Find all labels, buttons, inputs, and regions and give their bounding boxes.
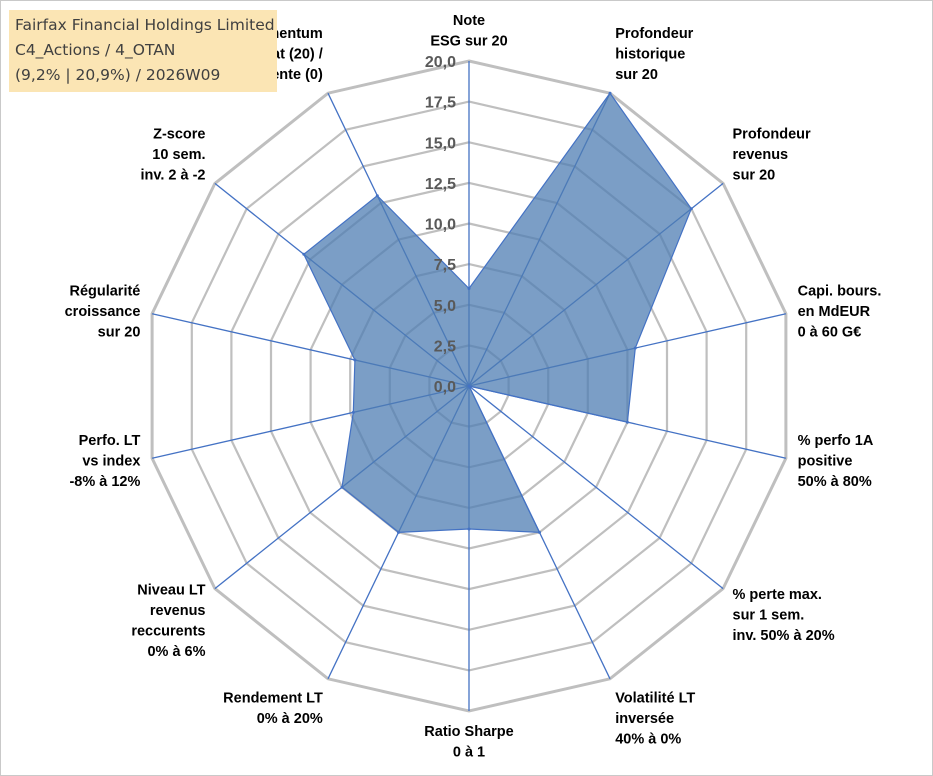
axis-label-1: Note ESG sur 20 — [430, 13, 507, 50]
data-point-4 — [633, 346, 637, 350]
data-point-11 — [351, 410, 355, 414]
data-point-10 — [340, 485, 344, 489]
radar-series — [302, 91, 693, 534]
axis-label-7: Volatilité LT inversée 40% à 0% — [615, 691, 695, 748]
radial-tick-labels: 0,0 2,5 5,0 7,5 10,0 12,5 15,0 17,5 20,0 — [425, 54, 456, 396]
data-point-1 — [467, 287, 471, 290]
axis-spoke-6 — [468, 385, 724, 590]
info-box: Fairfax Financial Holdings Limited C4_Ac… — [9, 10, 277, 92]
series-area — [303, 92, 692, 534]
axis-label-10: Niveau LT revenus reccurents 0% à 6% — [131, 583, 205, 661]
tick-label: 15,0 — [425, 135, 456, 152]
data-point-14 — [375, 194, 379, 198]
data-point-6 — [467, 384, 471, 388]
company-name: Fairfax Financial Holdings Limited — [15, 16, 275, 34]
stats-week: (9,2% | 20,9%) / 2026W09 — [15, 66, 221, 84]
data-point-9 — [397, 530, 400, 534]
tick-label: 12,5 — [425, 176, 456, 193]
axis-label-9: Rendement LT 0% à 20% — [223, 691, 323, 728]
tick-label: 20,0 — [425, 54, 456, 71]
axis-label-12: Régularité croissance sur 20 — [65, 283, 141, 340]
data-point-13 — [302, 252, 306, 256]
axis-label-8: Ratio Sharpe 0 à 1 — [424, 724, 513, 761]
tick-label: 0,0 — [434, 379, 456, 396]
data-point-12 — [353, 358, 357, 362]
axis-label-3: Profondeur revenus sur 20 — [733, 127, 811, 184]
data-point-2 — [608, 91, 612, 95]
axis-label-11: Perfo. LT vs index -8% à 12% — [69, 433, 140, 490]
axis-label-5: % perfo 1A positive 50% à 80% — [798, 433, 874, 490]
axis-labels: Note ESG sur 20 Profondeur historique sur 20… — [65, 13, 882, 761]
tick-label: 2,5 — [434, 338, 456, 355]
axis-label-13: Z-score 10 sem. inv. 2 à -2 — [140, 127, 205, 184]
tick-label: 5,0 — [434, 298, 456, 315]
data-point-3 — [689, 207, 693, 211]
tick-label: 7,5 — [434, 257, 456, 274]
axis-label-4: Capi. bours. en MdEUR 0 à 60 G€ — [798, 283, 882, 340]
category-path: C4_Actions / 4_OTAN — [15, 41, 176, 59]
axis-label-6: % perte max. sur 1 sem. inv. 50% à 20% — [733, 587, 835, 644]
data-point-8 — [467, 527, 471, 531]
tick-label: 17,5 — [425, 95, 456, 112]
data-point-5 — [625, 420, 629, 424]
tick-label: 10,0 — [425, 217, 456, 234]
data-point-7 — [538, 530, 541, 534]
axis-label-2: Profondeur historique sur 20 — [615, 26, 693, 83]
